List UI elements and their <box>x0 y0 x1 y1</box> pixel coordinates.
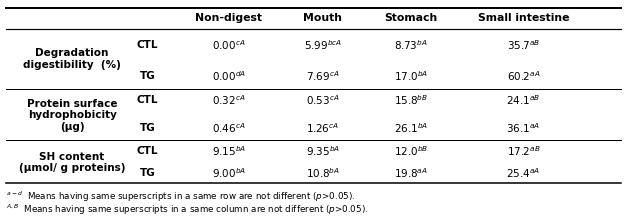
Text: 0.46$^{cA}$: 0.46$^{cA}$ <box>212 121 246 135</box>
Text: 36.1$^{aA}$: 36.1$^{aA}$ <box>507 121 540 135</box>
Text: CTL: CTL <box>137 95 158 105</box>
Text: Non-digest: Non-digest <box>196 13 262 23</box>
Text: 0.32$^{cA}$: 0.32$^{cA}$ <box>212 93 246 107</box>
Text: 25.4$^{aA}$: 25.4$^{aA}$ <box>507 166 540 180</box>
Text: 7.69$^{cA}$: 7.69$^{cA}$ <box>306 69 340 83</box>
Text: TG: TG <box>139 71 155 81</box>
Text: Mouth: Mouth <box>303 13 342 23</box>
Text: 0.00$^{cA}$: 0.00$^{cA}$ <box>212 38 246 52</box>
Text: 8.73$^{bA}$: 8.73$^{bA}$ <box>394 38 428 52</box>
Text: $^{A,B}$  Means having same superscripts in a same column are not different ($p$: $^{A,B}$ Means having same superscripts … <box>6 203 369 217</box>
Text: CTL: CTL <box>137 40 158 50</box>
Text: $^{a-d}$  Means having same superscripts in a same row are not different ($p$>0.: $^{a-d}$ Means having same superscripts … <box>6 189 356 204</box>
Text: CTL: CTL <box>137 146 158 157</box>
Text: 0.00$^{dA}$: 0.00$^{dA}$ <box>212 69 246 83</box>
Text: 35.7$^{aB}$: 35.7$^{aB}$ <box>507 38 540 52</box>
Text: 10.8$^{bA}$: 10.8$^{bA}$ <box>306 166 340 180</box>
Text: 12.0$^{bB}$: 12.0$^{bB}$ <box>394 145 428 158</box>
Text: 0.53$^{cA}$: 0.53$^{cA}$ <box>306 93 340 107</box>
Text: Protein surface
hydrophobicity
(μg): Protein surface hydrophobicity (μg) <box>27 99 117 132</box>
Text: SH content
(μmol/ g proteins): SH content (μmol/ g proteins) <box>19 152 125 173</box>
Text: TG: TG <box>139 123 155 133</box>
Text: Degradation
digestibility  (%): Degradation digestibility (%) <box>23 48 121 70</box>
Text: 17.2$^{aB}$: 17.2$^{aB}$ <box>507 145 540 158</box>
Text: 26.1$^{bA}$: 26.1$^{bA}$ <box>394 121 428 135</box>
Text: 9.00$^{bA}$: 9.00$^{bA}$ <box>212 166 246 180</box>
Text: 24.1$^{aB}$: 24.1$^{aB}$ <box>507 93 540 107</box>
Text: 17.0$^{bA}$: 17.0$^{bA}$ <box>394 69 428 83</box>
Text: 9.35$^{bA}$: 9.35$^{bA}$ <box>306 145 340 158</box>
Text: 19.8$^{aA}$: 19.8$^{aA}$ <box>394 166 428 180</box>
Text: 60.2$^{aA}$: 60.2$^{aA}$ <box>507 69 540 83</box>
Text: 1.26$^{cA}$: 1.26$^{cA}$ <box>307 121 339 135</box>
Text: Small intestine: Small intestine <box>478 13 569 23</box>
Text: 5.99$^{bcA}$: 5.99$^{bcA}$ <box>303 38 342 52</box>
Text: 15.8$^{bB}$: 15.8$^{bB}$ <box>394 93 428 107</box>
Text: TG: TG <box>139 168 155 178</box>
Text: 9.15$^{bA}$: 9.15$^{bA}$ <box>212 145 246 158</box>
Text: Stomach: Stomach <box>384 13 437 23</box>
